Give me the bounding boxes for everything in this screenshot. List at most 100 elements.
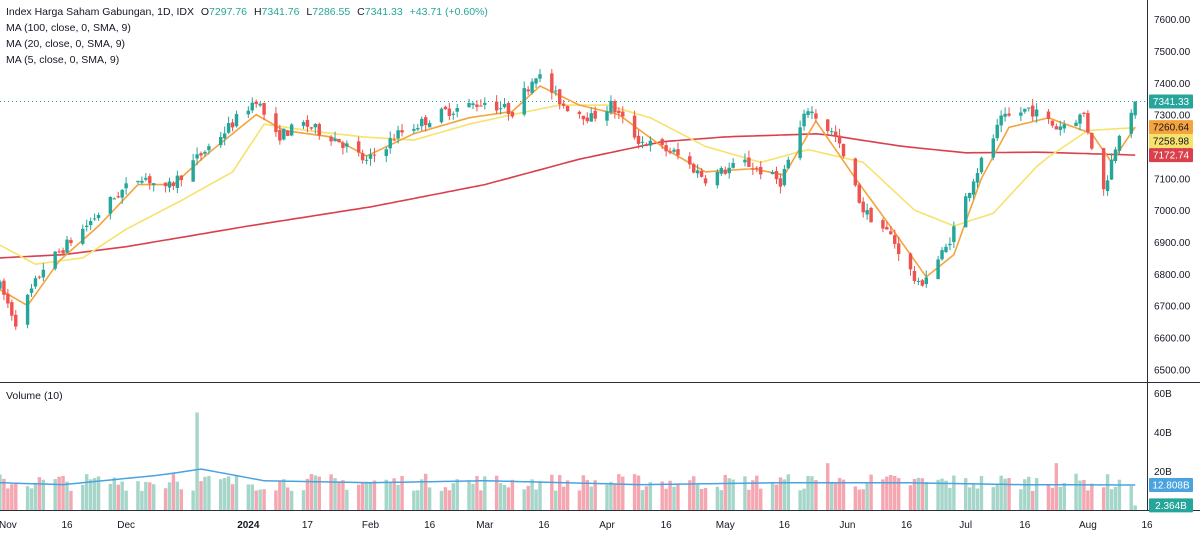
- candle-body[interactable]: [703, 178, 708, 184]
- volume-bar[interactable]: [1023, 479, 1027, 510]
- candle-body[interactable]: [605, 111, 609, 121]
- candle-body[interactable]: [416, 127, 420, 130]
- candle-body[interactable]: [1007, 113, 1011, 116]
- volume-bar[interactable]: [191, 490, 195, 510]
- volume-bar[interactable]: [360, 482, 365, 510]
- candle-body[interactable]: [388, 138, 392, 149]
- volume-bar[interactable]: [250, 484, 254, 510]
- candle-body[interactable]: [664, 145, 668, 152]
- candle-body[interactable]: [1105, 180, 1110, 192]
- candle-body[interactable]: [557, 89, 562, 105]
- candle-body[interactable]: [1090, 132, 1094, 149]
- candle-body[interactable]: [427, 123, 432, 128]
- candle-body[interactable]: [262, 103, 266, 115]
- candle-body[interactable]: [829, 131, 834, 133]
- candle-body[interactable]: [179, 175, 184, 180]
- volume-bar[interactable]: [226, 476, 231, 510]
- candle-body[interactable]: [443, 106, 448, 110]
- candle-body[interactable]: [337, 138, 341, 143]
- volume-bar[interactable]: [908, 485, 913, 510]
- candle-body[interactable]: [581, 115, 586, 120]
- volume-bar[interactable]: [782, 479, 787, 510]
- volume-bar[interactable]: [167, 482, 172, 510]
- ma-line[interactable]: [0, 132, 1136, 259]
- volume-bar[interactable]: [798, 490, 802, 510]
- volume-bar[interactable]: [1007, 477, 1011, 510]
- volume-bar[interactable]: [640, 490, 645, 510]
- volume-bar[interactable]: [400, 475, 404, 510]
- volume-bar[interactable]: [672, 486, 676, 510]
- candle-body[interactable]: [502, 104, 507, 108]
- candle-body[interactable]: [57, 251, 61, 253]
- candle-body[interactable]: [577, 111, 582, 115]
- candle-body[interactable]: [550, 73, 554, 93]
- volume-bar[interactable]: [1030, 490, 1035, 510]
- volume-bar[interactable]: [585, 480, 590, 510]
- volume-bar[interactable]: [0, 474, 2, 510]
- candle-body[interactable]: [246, 110, 251, 115]
- volume-bar[interactable]: [857, 489, 861, 510]
- candle-body[interactable]: [116, 196, 120, 198]
- volume-bar[interactable]: [498, 483, 503, 510]
- volume-bar[interactable]: [632, 474, 637, 510]
- volume-bar[interactable]: [368, 481, 373, 510]
- candle-body[interactable]: [84, 225, 89, 228]
- legend-ma5[interactable]: MA (5, close, 0, SMA, 9): [6, 54, 120, 66]
- candle-body[interactable]: [439, 108, 444, 123]
- volume-bar[interactable]: [991, 487, 995, 510]
- volume-bar[interactable]: [510, 479, 515, 510]
- volume-bar[interactable]: [364, 481, 369, 510]
- volume-bar[interactable]: [723, 474, 727, 510]
- volume-bar[interactable]: [676, 484, 680, 510]
- candle-body[interactable]: [1129, 112, 1133, 134]
- volume-bar[interactable]: [423, 473, 428, 510]
- volume-bar[interactable]: [258, 489, 262, 510]
- candle-body[interactable]: [731, 162, 735, 168]
- volume-bar[interactable]: [1101, 487, 1106, 510]
- volume-bar[interactable]: [222, 477, 227, 510]
- candle-body[interactable]: [69, 240, 73, 244]
- volume-bar[interactable]: [522, 489, 526, 510]
- candle-body[interactable]: [396, 130, 400, 139]
- candle-body[interactable]: [61, 250, 65, 254]
- volume-bar[interactable]: [2, 478, 6, 510]
- candle-body[interactable]: [1034, 109, 1039, 117]
- volume-bar[interactable]: [668, 480, 672, 510]
- candle-body[interactable]: [692, 164, 696, 173]
- candle-body[interactable]: [309, 127, 314, 129]
- candle-body[interactable]: [195, 154, 199, 159]
- volume-bar[interactable]: [841, 479, 846, 510]
- candle-body[interactable]: [1082, 112, 1086, 114]
- candle-body[interactable]: [991, 138, 995, 158]
- volume-bar[interactable]: [207, 475, 211, 510]
- volume-bar[interactable]: [530, 479, 534, 510]
- volume-bar[interactable]: [814, 480, 818, 510]
- volume-bar[interactable]: [96, 476, 101, 510]
- candle-body[interactable]: [648, 140, 653, 146]
- candle-body[interactable]: [1023, 108, 1027, 112]
- candle-body[interactable]: [412, 128, 416, 131]
- candle-body[interactable]: [889, 231, 893, 235]
- candle-body[interactable]: [936, 259, 940, 280]
- candle-body[interactable]: [451, 113, 455, 115]
- volume-bar[interactable]: [755, 475, 759, 510]
- volume-bar[interactable]: [664, 488, 668, 510]
- volume-bar[interactable]: [648, 482, 653, 510]
- volume-bar[interactable]: [727, 478, 731, 510]
- volume-bar[interactable]: [136, 481, 140, 510]
- volume-bar[interactable]: [617, 474, 621, 510]
- candle-body[interactable]: [644, 143, 649, 146]
- candle-body[interactable]: [1117, 135, 1122, 151]
- candle-body[interactable]: [65, 239, 69, 253]
- candle-body[interactable]: [814, 113, 818, 119]
- volume-bar[interactable]: [561, 486, 566, 510]
- volume-bar[interactable]: [254, 490, 258, 510]
- volume-bar[interactable]: [924, 482, 928, 510]
- candle-body[interactable]: [672, 149, 676, 152]
- candle-body[interactable]: [1003, 113, 1007, 117]
- candle-body[interactable]: [191, 160, 195, 182]
- candle-body[interactable]: [234, 114, 239, 127]
- volume-bar[interactable]: [282, 479, 286, 510]
- volume-bar[interactable]: [565, 480, 570, 510]
- volume-bar[interactable]: [274, 490, 278, 510]
